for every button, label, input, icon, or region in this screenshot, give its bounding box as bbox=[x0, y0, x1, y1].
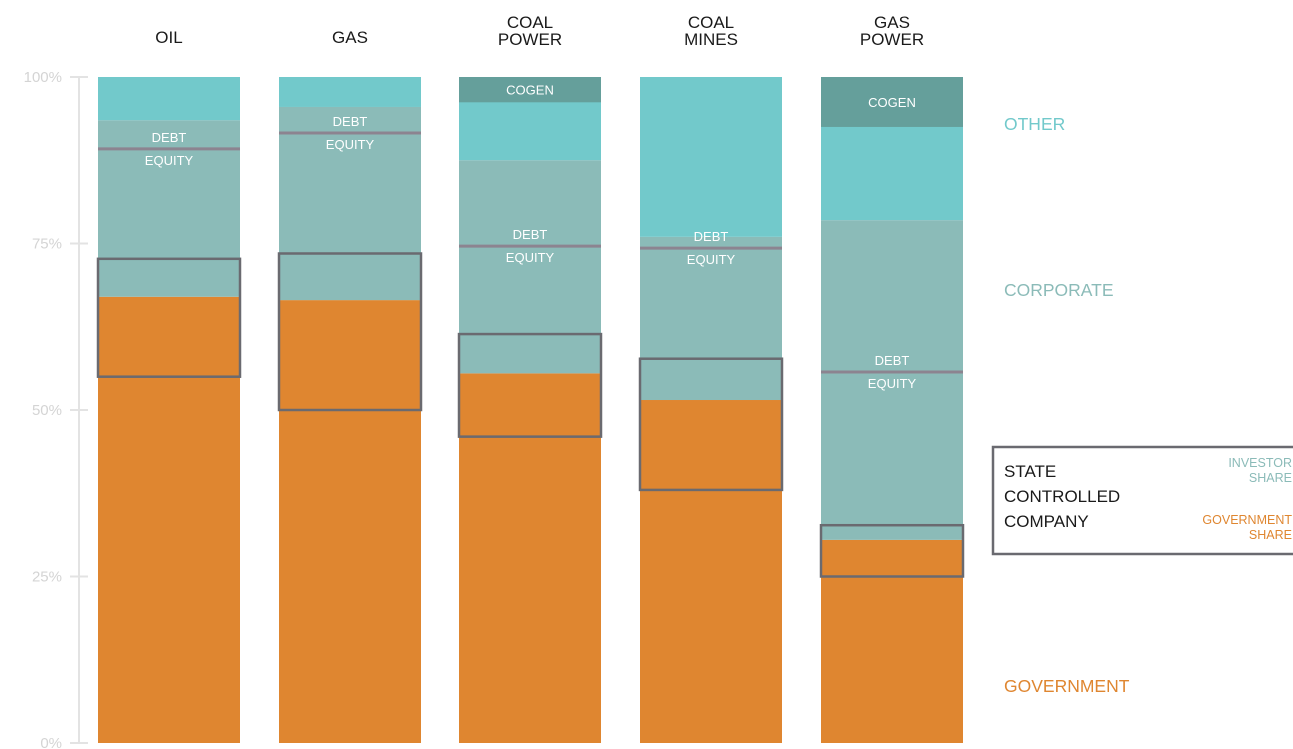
y-tick-label: 50% bbox=[32, 402, 62, 419]
category-label: GAS bbox=[332, 28, 368, 47]
bar-corporate-segment bbox=[821, 220, 963, 540]
debt-label: DEBT bbox=[694, 229, 729, 244]
cogen-label: COGEN bbox=[868, 95, 916, 110]
legend-government-share: SHARE bbox=[1249, 528, 1292, 542]
debt-label: DEBT bbox=[152, 130, 187, 145]
legend-title-line: STATE bbox=[1004, 462, 1056, 481]
state-controlled-box bbox=[819, 523, 965, 578]
debt-label: DEBT bbox=[333, 114, 368, 129]
category-label: COAL bbox=[688, 13, 734, 32]
state-controlled-box bbox=[457, 332, 603, 438]
bar-government-segment bbox=[459, 373, 601, 743]
bar-government-segment bbox=[640, 400, 782, 743]
band-label-corporate: CORPORATE bbox=[1004, 280, 1114, 300]
bar-cogen-segment bbox=[821, 77, 963, 127]
debt-label: DEBT bbox=[875, 353, 910, 368]
category-label: OIL bbox=[155, 28, 182, 47]
equity-label: EQUITY bbox=[868, 376, 917, 391]
equity-label: EQUITY bbox=[506, 250, 555, 265]
equity-label: EQUITY bbox=[687, 252, 736, 267]
legend-government-share: GOVERNMENT bbox=[1202, 513, 1292, 527]
legend-box bbox=[991, 445, 1293, 556]
category-label: GAS bbox=[874, 13, 910, 32]
equity-label: EQUITY bbox=[326, 137, 375, 152]
bar-corporate-segment bbox=[459, 160, 601, 374]
y-tick-label: 25% bbox=[32, 569, 62, 586]
bar-government-segment bbox=[821, 539, 963, 743]
bar-other-segment bbox=[640, 77, 782, 237]
bar-corporate-segment bbox=[279, 106, 421, 301]
bar-corporate-segment bbox=[98, 120, 240, 297]
state-controlled-box bbox=[277, 252, 423, 412]
y-tick-label: 0% bbox=[40, 735, 62, 749]
bar-corporate-segment bbox=[640, 236, 782, 401]
category-label: POWER bbox=[498, 30, 562, 49]
category-label: POWER bbox=[860, 30, 924, 49]
bar-government-segment bbox=[98, 296, 240, 743]
legend-title-line: CONTROLLED bbox=[1004, 487, 1120, 506]
band-label-other: OTHER bbox=[1004, 114, 1065, 134]
y-tick-label: 75% bbox=[32, 236, 62, 253]
bar-cogen-segment bbox=[459, 77, 601, 103]
debt-label: DEBT bbox=[513, 227, 548, 242]
category-label: MINES bbox=[684, 30, 738, 49]
bar-other-segment bbox=[279, 77, 421, 107]
state-controlled-box bbox=[638, 357, 784, 492]
band-label-government: GOVERNMENT bbox=[1004, 676, 1130, 696]
equity-label: EQUITY bbox=[145, 153, 194, 168]
y-tick-label: 100% bbox=[24, 69, 62, 86]
bar-government-segment bbox=[279, 300, 421, 743]
state-controlled-box bbox=[96, 257, 242, 378]
legend-investor-share: SHARE bbox=[1249, 471, 1292, 485]
bar-other-segment bbox=[98, 77, 240, 121]
legend-title-line: COMPANY bbox=[1004, 512, 1089, 531]
cogen-label: COGEN bbox=[506, 83, 554, 98]
category-label: COAL bbox=[507, 13, 553, 32]
legend-investor-share: INVESTOR bbox=[1228, 456, 1292, 470]
